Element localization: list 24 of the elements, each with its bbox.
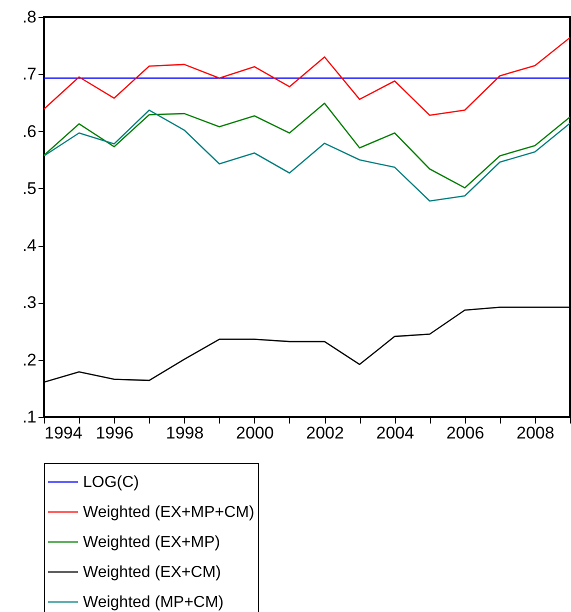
x-tick-label: 1996 (96, 424, 134, 442)
line-series (44, 36, 570, 116)
legend-label: Weighted (EX+MP+CM) (83, 504, 254, 521)
y-tick-label: .6 (22, 122, 36, 141)
x-tick-label: 2002 (306, 424, 344, 442)
x-tick-label: 2000 (236, 424, 274, 442)
y-tick-label: .7 (22, 64, 36, 84)
x-tick-label: 1998 (166, 424, 204, 442)
line-series (44, 102, 570, 189)
y-tick-label: .2 (22, 350, 36, 370)
y-tick-label: .8 (22, 8, 36, 26)
y-tick-label: .1 (22, 408, 36, 426)
legend-label: Weighted (EX+CM) (83, 564, 221, 581)
x-tick-label: 2008 (516, 424, 554, 442)
x-tick-label: 2006 (446, 424, 484, 442)
x-tick-label: 1994 (44, 424, 82, 442)
legend-label: LOG(C) (83, 474, 139, 491)
x-tick-label: 2004 (376, 424, 414, 442)
y-tick-label: .3 (22, 293, 36, 312)
legend-label: Weighted (EX+MP) (83, 534, 220, 551)
y-tick-label: .5 (22, 178, 36, 198)
y-tick-label: .4 (22, 236, 36, 256)
line-series (44, 109, 570, 202)
legend-label: Weighted (MP+CM) (83, 594, 224, 611)
